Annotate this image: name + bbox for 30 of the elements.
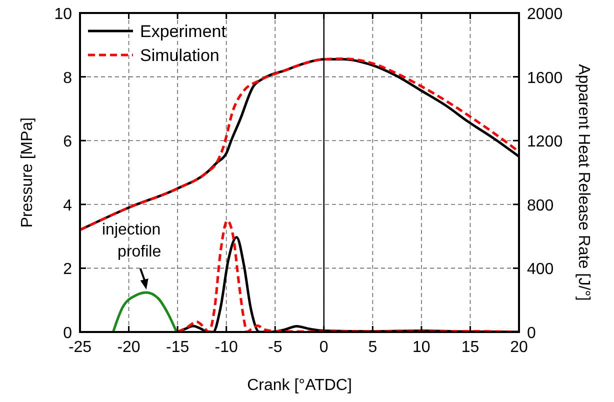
y-axis-title: Pressure [MPa]	[19, 117, 36, 228]
x-tick-label: 5	[368, 339, 378, 356]
y2-tick-label: 400	[527, 261, 554, 278]
x-tick-label: -20	[117, 339, 140, 356]
line-series	[112, 291, 178, 332]
x-tick-label: -25	[68, 339, 92, 356]
x-axis-title: Crank [°ATDC]	[247, 377, 352, 394]
x-tick-label: -15	[166, 339, 190, 356]
x-tick-label: 0	[319, 339, 328, 356]
x-tick-label: 15	[461, 339, 480, 356]
y2-axis-title: Apparent Heat Release Rate [J/°]	[575, 64, 592, 301]
legend-label: Simulation	[140, 46, 220, 65]
y2-tick-label: 1600	[527, 70, 563, 87]
x-tick-label: -10	[214, 339, 238, 356]
y2-tick-label: 800	[527, 197, 554, 214]
y2-tick-label: 2000	[527, 6, 563, 23]
y2-tick-label: 0	[527, 325, 536, 342]
y-tick-label: 2	[63, 261, 72, 278]
line-series	[176, 219, 519, 332]
y-tick-label: 10	[54, 6, 72, 23]
legend-label: Experiment	[140, 22, 226, 41]
y-tick-label: 6	[63, 134, 72, 151]
y-tick-label: 4	[63, 197, 72, 214]
y2-tick-label: 1200	[527, 134, 563, 151]
x-tick-label: 20	[510, 339, 528, 356]
x-tick-label: 10	[412, 339, 430, 356]
x-tick-label: -5	[268, 339, 282, 356]
annotation: injection profile	[102, 221, 162, 260]
y-tick-label: 0	[63, 325, 72, 342]
y-tick-label: 8	[63, 70, 72, 87]
